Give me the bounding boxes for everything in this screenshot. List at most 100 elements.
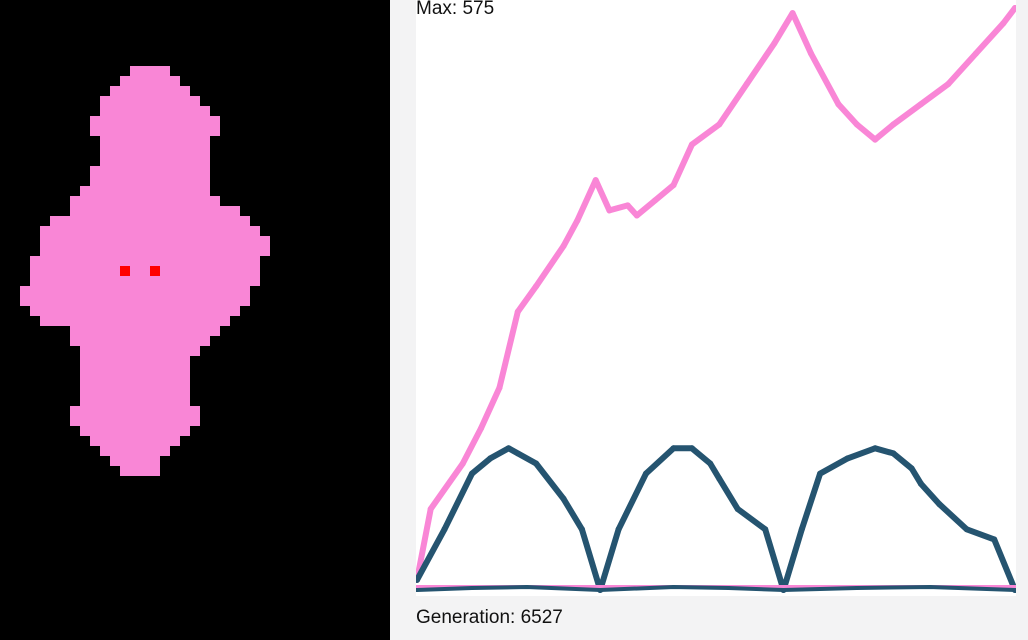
series-1-point [688, 445, 695, 452]
series-1-point [441, 526, 448, 533]
creature-cell-row [110, 86, 190, 96]
series-line-0 [416, 5, 1016, 583]
series-1-point [908, 465, 915, 472]
creature-cell-row [50, 216, 250, 226]
series-0-point [459, 460, 466, 467]
creature-cell-row [120, 76, 180, 86]
series-3-point [524, 585, 529, 589]
series-0-point [560, 242, 567, 249]
series-3-point [726, 586, 731, 590]
series-3-point [854, 586, 859, 590]
series-0-point [1000, 20, 1007, 27]
creature-cell-row [80, 376, 190, 406]
creature-cell-row [40, 226, 260, 236]
fitness-chart [416, 5, 1016, 593]
creature-cell-row [80, 426, 190, 436]
series-1-point [469, 470, 475, 477]
creature-cell-row [70, 336, 210, 346]
series-0-point [789, 10, 796, 17]
series-0-point [835, 101, 842, 108]
series-3-point [470, 586, 474, 590]
series-0-point [427, 506, 434, 512]
creature-cell-row [100, 96, 200, 106]
creature-cell-row [70, 206, 240, 216]
series-0-point [917, 101, 924, 108]
series-0-point [592, 177, 599, 184]
series-1-point [917, 480, 924, 487]
creature-cell-row [90, 436, 180, 446]
creature-canvas [20, 66, 270, 476]
series-0-point [574, 217, 581, 224]
series-3-point [781, 588, 786, 592]
series-1-point [560, 495, 567, 502]
series-3-point [671, 585, 676, 589]
series-0-point [743, 80, 750, 87]
creature-cell-row [80, 186, 210, 196]
creature-cell-row [90, 166, 210, 186]
series-1-point [505, 445, 512, 452]
series-1-point [707, 460, 714, 467]
creature-cell-row [70, 196, 220, 206]
series-1-point [963, 526, 970, 533]
series-0-point [808, 50, 814, 57]
series-1-point [872, 445, 879, 452]
series-1-point [615, 526, 622, 533]
series-0-point [890, 121, 897, 128]
creature-cell-row [90, 116, 220, 136]
series-1-point [734, 506, 741, 512]
series-3-point [598, 588, 603, 592]
series-line-1 [416, 445, 1016, 593]
creature-cell-row [80, 346, 200, 356]
series-3-point [416, 588, 419, 592]
creature-cell-row [120, 466, 160, 476]
series-line-3 [416, 585, 1016, 592]
creature-cell-row [100, 106, 210, 116]
series-0-point [688, 141, 695, 148]
series-1-point [578, 526, 585, 533]
series-1-point [514, 450, 521, 457]
stats-panel: Max: 575 Generation: 6527 [390, 0, 1028, 640]
creature-eye-left [120, 266, 130, 276]
series-0-point [606, 207, 613, 214]
series-0-point [945, 80, 952, 87]
creature-cell-row [80, 356, 190, 376]
creature-cell-row [20, 286, 250, 306]
series-0-point [533, 283, 540, 290]
series-0-point [972, 50, 979, 57]
series-1-point [798, 526, 805, 533]
series-0-point [514, 308, 521, 315]
creature-cell-row [40, 316, 230, 326]
creature-cell-row [110, 456, 160, 466]
series-1-point [533, 460, 540, 467]
series-3-point [928, 585, 933, 589]
series-0-point [478, 425, 485, 432]
creature-body [20, 66, 270, 476]
series-1-point [936, 501, 943, 507]
creature-cell-row [40, 236, 270, 256]
series-1-point [844, 455, 851, 462]
creature-eye-right [150, 266, 160, 276]
series-1-point [817, 470, 824, 477]
series-1-point [670, 445, 677, 452]
series-1-point [762, 526, 769, 533]
simulation-panel [0, 0, 390, 640]
series-0-point [853, 121, 860, 128]
generation-label: Generation: 6527 [416, 607, 563, 628]
fitness-plot [416, 0, 1016, 596]
series-1-point [416, 576, 420, 583]
series-1-point [991, 536, 998, 543]
creature-cell-row [100, 446, 170, 456]
series-1-point [487, 455, 494, 462]
series-1-point [890, 450, 897, 457]
series-0-point [624, 202, 631, 209]
series-0-point [1012, 5, 1016, 11]
series-1-point [716, 475, 723, 482]
creature-cell-row [70, 406, 200, 426]
series-0-point [670, 182, 677, 189]
series-1-point [643, 470, 649, 477]
series-0-point [496, 384, 503, 391]
creature-cell-row [70, 326, 220, 336]
series-0-point [872, 136, 879, 143]
series-0-point [716, 121, 723, 128]
creature-cell-row [130, 66, 170, 76]
